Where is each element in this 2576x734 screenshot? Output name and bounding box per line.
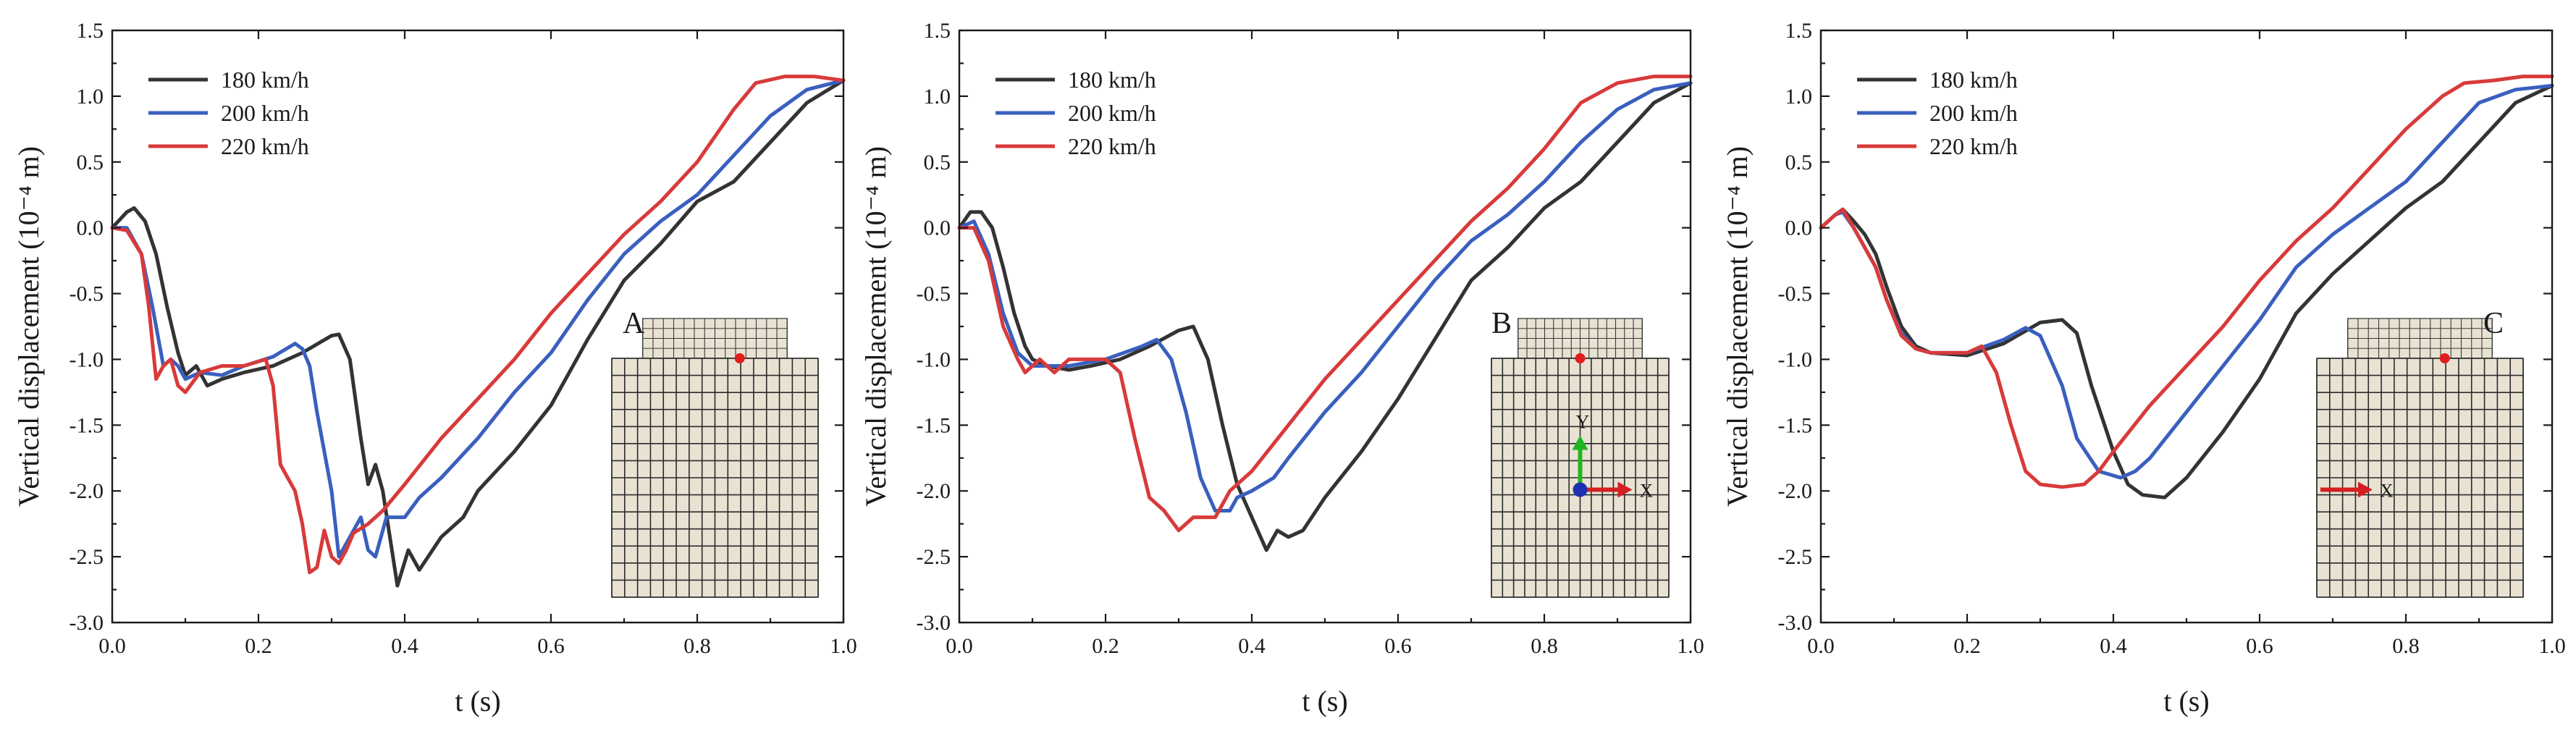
measure-point-marker: [734, 353, 745, 363]
legend-label: 220 km/h: [1929, 133, 2018, 159]
y-tick-label: -2.5: [70, 545, 104, 569]
inset-axis-y-label: Y: [1576, 412, 1590, 433]
legend-label: 220 km/h: [1068, 133, 1156, 159]
y-tick-label: 0.0: [1785, 216, 1813, 240]
legend-label: 180 km/h: [221, 67, 309, 93]
y-tick-label: 1.0: [1785, 85, 1813, 109]
y-tick-label: -0.5: [1778, 282, 1813, 306]
legend-label: 180 km/h: [1929, 67, 2018, 93]
y-axis-title: Vertical displacement (10⁻⁴ m): [859, 146, 892, 507]
series-line-3: [1819, 75, 2554, 489]
x-tick-label: 0.8: [1531, 634, 1558, 658]
y-tick-label: -3.0: [70, 611, 104, 635]
origin-dot-icon: [1573, 482, 1588, 497]
legend-label: 200 km/h: [221, 100, 309, 126]
measure-point-marker: [2439, 353, 2450, 363]
x-arrowhead-icon: [2358, 481, 2373, 498]
y-tick-label: 0.0: [924, 216, 951, 240]
x-tick-label: 0.2: [1953, 634, 1981, 658]
x-tick-label: 0.4: [391, 634, 418, 658]
x-tick-label: 0.2: [1092, 634, 1119, 658]
y-tick-label: -3.0: [1778, 611, 1813, 635]
x-arrowhead-icon: [1617, 481, 1633, 498]
chart-panel-1: A1.51.00.50.0-0.5-1.0-1.5-2.0-2.5-3.00.0…: [12, 19, 857, 717]
y-tick-label: 0.5: [924, 151, 951, 174]
y-tick-label: 0.5: [1785, 151, 1813, 174]
inset-label: B: [1491, 307, 1512, 340]
y-tick-label: -1.5: [1778, 413, 1813, 437]
legend-label: 180 km/h: [1068, 67, 1156, 93]
y-tick-label: -3.0: [917, 611, 951, 635]
chart-panel-2: BYX1.51.00.50.0-0.5-1.0-1.5-2.0-2.5-3.00…: [859, 19, 1704, 717]
measure-point-marker: [1575, 353, 1586, 363]
y-tick-label: 0.5: [77, 151, 104, 174]
y-tick-label: -0.5: [917, 282, 951, 306]
y-axis-title: Vertical displacement (10⁻⁴ m): [12, 146, 45, 507]
inset-label: A: [623, 307, 645, 340]
series-line-1: [110, 78, 846, 588]
series-line-3: [110, 75, 846, 575]
x-tick-label: 1.0: [830, 634, 857, 658]
y-tick-label: -1.0: [917, 347, 951, 371]
x-tick-label: 0.6: [1384, 634, 1412, 658]
x-axis-title: t (s): [2163, 685, 2209, 717]
inset-axis-x-label: X: [1640, 481, 1654, 502]
inset-axis-x-label: X: [2380, 481, 2394, 502]
y-axis-title: Vertical displacement (10⁻⁴ m): [1721, 146, 1754, 507]
x-tick-label: 0.0: [946, 634, 973, 658]
x-tick-label: 0.0: [1807, 634, 1835, 658]
x-tick-label: 0.8: [2392, 634, 2420, 658]
series-line-3: [957, 75, 1693, 533]
series-line-2: [110, 78, 846, 559]
x-tick-label: 1.0: [2538, 634, 2566, 658]
legend-label: 200 km/h: [1068, 100, 1156, 126]
x-tick-label: 0.8: [683, 634, 711, 658]
y-tick-label: -2.5: [917, 545, 951, 569]
y-tick-label: -2.0: [1778, 479, 1813, 503]
x-tick-label: 0.2: [245, 634, 272, 658]
y-tick-label: 1.0: [77, 85, 104, 109]
y-tick-label: 1.0: [924, 85, 951, 109]
x-tick-label: 0.4: [1238, 634, 1266, 658]
y-tick-label: 1.5: [77, 19, 104, 43]
legend: 180 km/h 200 km/h 220 km/h: [996, 67, 1156, 159]
legend: 180 km/h 200 km/h 220 km/h: [1857, 67, 2018, 159]
inset-mesh: B Y X: [1491, 307, 1670, 598]
y-tick-label: -2.5: [1778, 545, 1813, 569]
y-tick-label: -0.5: [70, 282, 104, 306]
x-tick-label: 1.0: [1677, 634, 1704, 658]
x-axis-title: t (s): [455, 685, 500, 717]
y-tick-label: 1.5: [924, 19, 951, 43]
y-tick-label: 0.0: [77, 216, 104, 240]
x-tick-label: 0.0: [98, 634, 126, 658]
y-arrowhead-icon: [1572, 435, 1588, 450]
x-tick-label: 0.6: [2246, 634, 2273, 658]
y-tick-label: -1.0: [1778, 347, 1813, 371]
y-tick-label: 1.5: [1785, 19, 1813, 43]
y-tick-label: -2.0: [917, 479, 951, 503]
legend-label: 220 km/h: [221, 133, 309, 159]
y-tick-label: -1.0: [70, 347, 104, 371]
inset-label: C: [2483, 307, 2504, 340]
series-line-1: [957, 81, 1693, 552]
legend-label: 200 km/h: [1929, 100, 2018, 126]
x-tick-label: 0.6: [537, 634, 565, 658]
legend: 180 km/h 200 km/h 220 km/h: [148, 67, 309, 159]
inset-mesh: CX: [2316, 307, 2524, 598]
x-tick-label: 0.4: [2100, 634, 2127, 658]
y-tick-label: -1.5: [70, 413, 104, 437]
x-axis-title: t (s): [1302, 685, 1347, 717]
chart-panel-3: CX1.51.00.50.0-0.5-1.0-1.5-2.0-2.5-3.00.…: [1721, 19, 2566, 717]
inset-mesh: A: [611, 307, 819, 598]
y-tick-label: -2.0: [70, 479, 104, 503]
y-tick-label: -1.5: [917, 413, 951, 437]
series-line-1: [1819, 83, 2554, 499]
